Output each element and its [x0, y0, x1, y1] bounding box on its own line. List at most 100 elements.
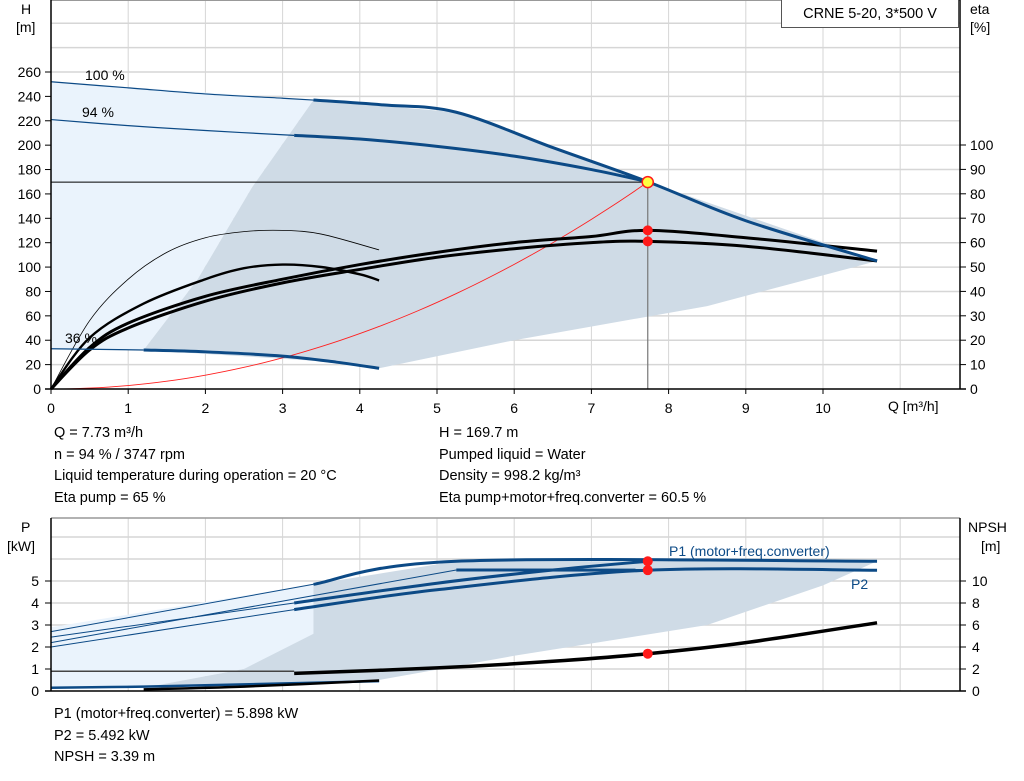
duty-info-power: P1 (motor+freq.converter) = 5.898 kW P2 … [54, 704, 298, 769]
p-tick-label: 2 [31, 639, 39, 655]
efficiency-curve [49, 239, 878, 391]
h-axis-label: H [21, 1, 32, 17]
head-curve [143, 348, 380, 370]
head-curve [294, 133, 649, 184]
eta-tick-label: 0 [970, 381, 978, 397]
h-tick-label: 100 [18, 259, 42, 275]
npsh-point [642, 648, 653, 659]
eta-tick-label: 30 [970, 308, 986, 324]
p2-point [642, 565, 653, 576]
eta-tick-label: 70 [970, 210, 986, 226]
p-tick-label: 5 [31, 573, 39, 589]
info-temperature: Liquid temperature during operation = 20… [54, 468, 337, 484]
eta-tick-label: 80 [970, 186, 986, 202]
h-tick-label: 220 [18, 113, 42, 129]
q-tick-label: 10 [815, 400, 831, 416]
eta-tick-label: 20 [970, 332, 986, 348]
p-axis-unit: [kW] [7, 538, 35, 554]
curve-label-94: 94 % [82, 104, 114, 120]
h-tick-label: 80 [25, 283, 41, 299]
head-curve-thin [50, 81, 314, 101]
npsh-tick-label: 8 [972, 595, 980, 611]
q-tick-label: 5 [433, 400, 441, 416]
q-tick-label: 0 [47, 400, 55, 416]
h-tick-label: 160 [18, 186, 42, 202]
p-tick-label: 3 [31, 617, 39, 633]
power-curve [313, 557, 878, 586]
p2-series-label: P2 [851, 576, 869, 592]
h-tick-label: 120 [18, 235, 42, 251]
power-area-light [51, 584, 314, 689]
operating-area [143, 100, 878, 369]
q-tick-label: 4 [356, 400, 364, 416]
head-curve-thin [50, 118, 295, 136]
duty-point [641, 175, 655, 189]
h-axis-unit: [m] [16, 19, 36, 35]
h-tick-label: 240 [18, 88, 42, 104]
curve-label-36: 36 % [65, 330, 97, 346]
power-curve-thin [50, 583, 314, 633]
efficiency-curve [49, 228, 878, 391]
info-p2: P2 = 5.492 kW [54, 727, 150, 744]
q-tick-label: 1 [124, 400, 132, 416]
power-curve-thin [50, 609, 295, 648]
p-tick-label: 0 [31, 683, 39, 699]
eta-axis-unit: [%] [970, 19, 991, 35]
info-eta-pump: Eta pump = 65 % [54, 489, 166, 506]
eta-tick-label: 60 [970, 235, 986, 251]
power-curve-thin [50, 569, 457, 644]
curve-label-100: 100 % [85, 67, 125, 83]
efficiency-area-light [51, 81, 314, 350]
system-curve [50, 181, 649, 390]
eta-pump-point [642, 225, 653, 236]
npsh-axis-unit: [m] [981, 538, 1001, 554]
npsh-tick-label: 6 [972, 617, 980, 633]
npsh-tick-label: 4 [972, 639, 980, 655]
npsh-tick-label: 2 [972, 661, 980, 677]
q-tick-label: 9 [742, 400, 750, 416]
info-h: H = 169.7 m [439, 425, 519, 441]
npsh-tick-label: 10 [972, 573, 988, 589]
h-tick-label: 200 [18, 137, 42, 153]
q-axis-label: Q [m³/h] [888, 398, 939, 414]
h-tick-label: 40 [25, 332, 41, 348]
efficiency-curve [50, 229, 380, 390]
npsh-tick-label: 0 [972, 683, 980, 699]
p-tick-label: 4 [31, 595, 39, 611]
eta-tick-label: 50 [970, 259, 986, 275]
eta-tick-label: 10 [970, 357, 986, 373]
p-tick-label: 1 [31, 661, 39, 677]
npsh-curve [294, 621, 878, 676]
info-p1: P1 (motor+freq.converter) = 5.898 kW [54, 706, 299, 722]
q-tick-label: 8 [665, 400, 673, 416]
h-tick-label: 20 [25, 357, 41, 373]
info-speed: n = 94 % / 3747 rpm [54, 446, 185, 463]
power-curve-thin [50, 602, 295, 638]
duty-info-right: H = 169.7 m Pumped liquid = Water Densit… [439, 423, 706, 509]
head-curve [313, 98, 878, 263]
h-tick-label: 60 [25, 308, 41, 324]
eta-axis-label: eta [970, 1, 990, 17]
h-tick-label: 0 [33, 381, 41, 397]
power-curve [293, 559, 648, 605]
info-q: Q = 7.73 m³/h [54, 425, 144, 441]
duty-info-left: Q = 7.73 m³/h n = 94 % / 3747 rpm Liquid… [54, 423, 337, 509]
info-eta-total: Eta pump+motor+freq.converter = 60.5 % [439, 489, 707, 506]
npsh-curve-low [143, 679, 380, 691]
power-curve [293, 567, 878, 612]
q-tick-label: 7 [588, 400, 596, 416]
info-density: Density = 998.2 kg/m³ [439, 468, 581, 484]
p-axis-label: P [21, 519, 31, 535]
eta-total-point [642, 236, 653, 247]
npsh-axis-label: NPSH [968, 519, 1007, 535]
head-curve-thin [50, 348, 144, 351]
q-tick-label: 3 [279, 400, 287, 416]
info-npsh: NPSH = 3.39 m [54, 749, 156, 765]
q-tick-label: 6 [510, 400, 518, 416]
eta-tick-label: 100 [970, 137, 994, 153]
q-tick-label: 2 [202, 400, 210, 416]
p1-series-label: P1 (motor+freq.converter) [669, 543, 830, 559]
eta-tick-label: 90 [970, 161, 986, 177]
eta-tick-label: 40 [970, 283, 986, 299]
